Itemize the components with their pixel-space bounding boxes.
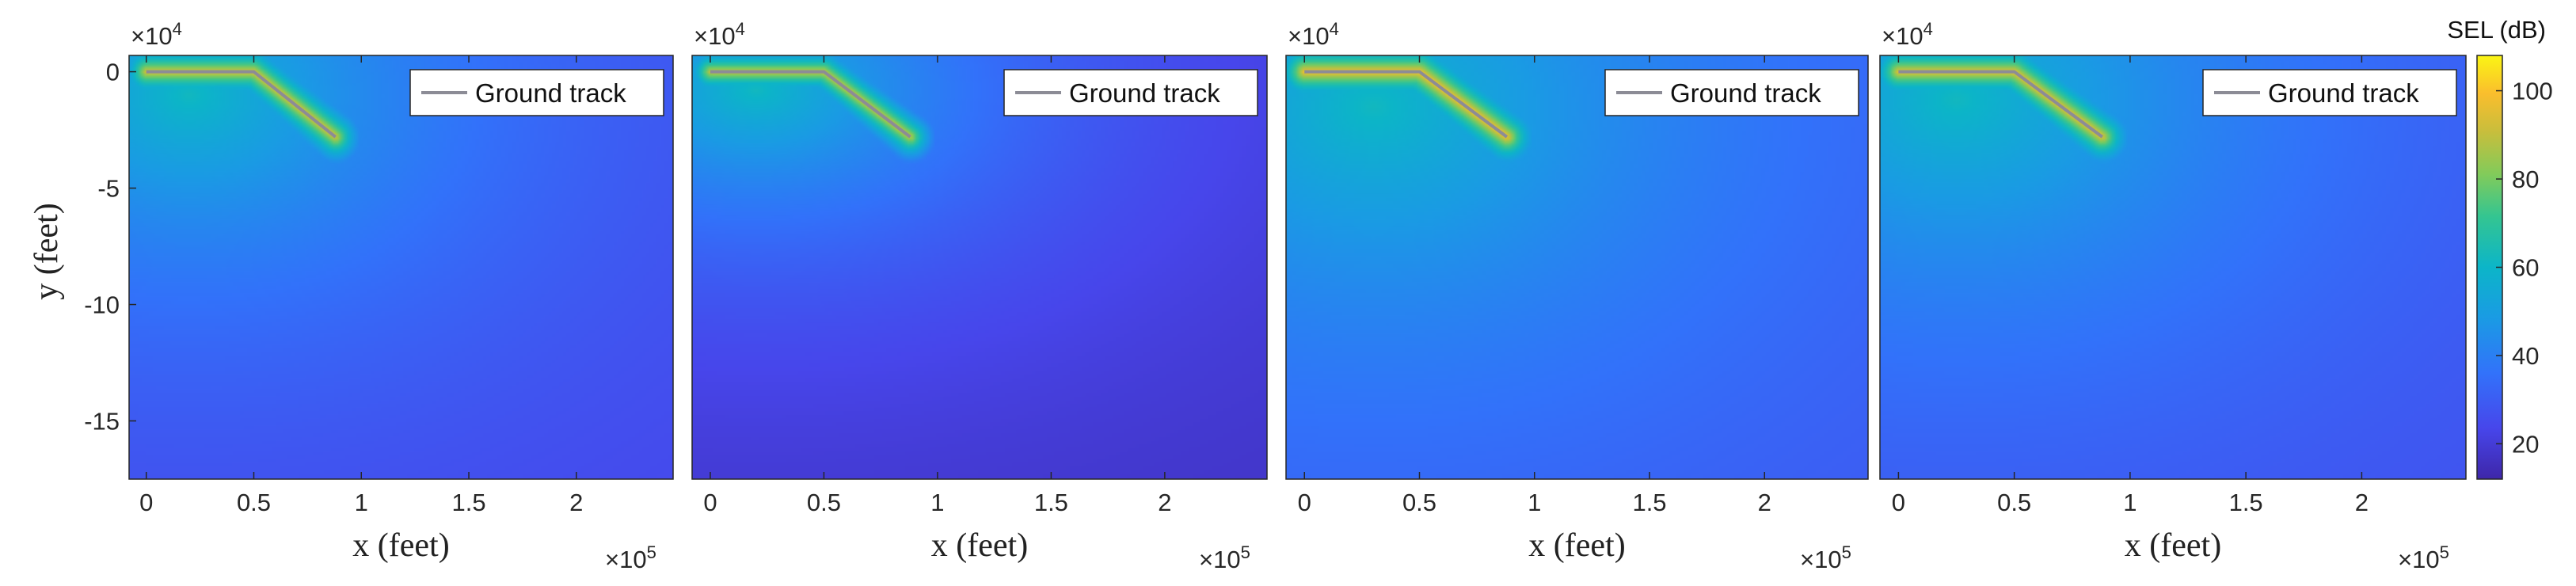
y-tick-label: -5 — [97, 175, 120, 203]
legend-label: Ground track — [1670, 78, 1821, 108]
x-tick-label: 1.5 — [1034, 489, 1068, 516]
axes-box-1 — [128, 55, 674, 480]
sel-field-2 — [692, 55, 1267, 479]
sel-field-4 — [1880, 55, 2466, 479]
panel-3: 0 0.5 1 1.5 2 ×104 ×105 x (feet) Ground track — [1285, 19, 1869, 573]
y-exponent-label: ×104 — [1882, 19, 1933, 50]
colorbar-tick-label: 20 — [2512, 430, 2539, 458]
ground-track-line-4 — [1898, 70, 2103, 139]
panel-2: 0 0.5 1 1.5 2 ×104 ×105 x (feet) Ground track — [691, 19, 1268, 573]
x-tick-label: 1 — [355, 489, 368, 516]
x-axis-label: x (feet) — [352, 527, 449, 564]
x-exponent-label: ×105 — [2398, 542, 2449, 573]
x-tick-label: 1.5 — [2229, 489, 2263, 516]
x-tick-label: 1 — [1528, 489, 1541, 516]
x-axis-label: x (feet) — [2125, 527, 2221, 564]
y-exponent-label: ×104 — [694, 19, 745, 50]
x-tick-label: 2 — [1758, 489, 1771, 516]
x-tick-label: 2 — [1158, 489, 1171, 516]
legend-label: Ground track — [2268, 78, 2419, 108]
x-tick-label: 1.5 — [451, 489, 485, 516]
x-tick-label: 0 — [139, 489, 153, 516]
panel-1: 0 0.5 1 1.5 2 0 -5 -10 -15 ×104 ×105 x (feet) y (fee… — [29, 19, 674, 573]
x-tick-label: 1 — [2123, 489, 2137, 516]
x-tick-label: 0 — [1892, 489, 1905, 516]
colorbar-tick-label: 60 — [2512, 254, 2539, 282]
x-tick-label: 0.5 — [807, 489, 841, 516]
ground-track-line-2 — [710, 70, 911, 139]
sel-field-3 — [1286, 55, 1868, 479]
colorbar-tick-label: 40 — [2512, 342, 2539, 370]
x-tick-label: 0 — [1298, 489, 1311, 516]
y-tick-label: -15 — [84, 408, 120, 436]
axes-box-4 — [1879, 55, 2467, 480]
y-tick-label: 0 — [106, 59, 120, 86]
legend-2: Ground track — [1003, 69, 1258, 116]
x-axis-label: x (feet) — [931, 527, 1028, 564]
x-tick-label: 1.5 — [1632, 489, 1666, 516]
y-axis-label: y (feet) — [29, 203, 65, 299]
x-tick-label: 0.5 — [1997, 489, 2031, 516]
x-tick-label: 2 — [2355, 489, 2369, 516]
y-tick-label: -10 — [84, 291, 120, 319]
x-axis-label: x (feet) — [1528, 527, 1625, 564]
x-tick-label: 0.5 — [237, 489, 271, 516]
legend-3: Ground track — [1604, 69, 1859, 116]
x-exponent-label: ×105 — [605, 542, 656, 573]
colorbar-tick-label: 100 — [2512, 78, 2553, 105]
legend-1: Ground track — [409, 69, 664, 116]
legend-4: Ground track — [2202, 69, 2457, 116]
y-exponent-label: ×104 — [131, 19, 182, 50]
legend-label: Ground track — [1069, 78, 1220, 108]
x-exponent-label: ×105 — [1199, 542, 1250, 573]
x-tick-label: 0 — [703, 489, 717, 516]
y-exponent-label: ×104 — [1288, 19, 1339, 50]
sel-field-1 — [129, 55, 673, 479]
axes-box-2 — [691, 55, 1268, 480]
colorbar-title: SEL (dB) — [2447, 16, 2546, 44]
x-tick-label: 2 — [569, 489, 583, 516]
x-tick-label: 1 — [930, 489, 944, 516]
ground-track-line-3 — [1304, 70, 1509, 139]
ground-track-line-1 — [146, 70, 337, 139]
colorbar-tick-label: 80 — [2512, 166, 2539, 193]
panel-4: 0 0.5 1 1.5 2 ×104 ×105 x (feet) Ground track — [1879, 19, 2467, 573]
x-tick-label: 0.5 — [1402, 489, 1436, 516]
axes-box-3 — [1285, 55, 1869, 480]
x-exponent-label: ×105 — [1800, 542, 1851, 573]
legend-label: Ground track — [475, 78, 626, 108]
colorbar: 20 40 60 80 100 SEL (dB) — [2447, 16, 2553, 480]
